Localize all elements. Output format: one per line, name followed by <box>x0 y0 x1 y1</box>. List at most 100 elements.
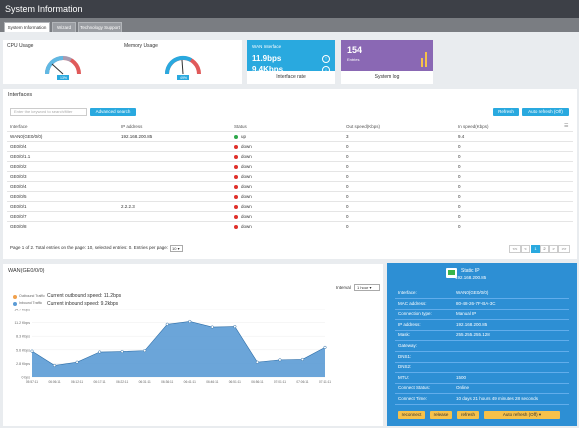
interface-rate-caption: Interface rate <box>247 71 335 84</box>
col-in-speed[interactable]: In speed(Kbps) <box>458 124 489 129</box>
pager-last[interactable]: >> <box>558 245 570 253</box>
status-text: down <box>241 174 252 179</box>
tab-technology-support[interactable]: Technology Support <box>78 22 122 32</box>
table-row[interactable]: WAN0(GE0/0/0) 192.168.200.85 up 3 9.4 <box>7 131 573 141</box>
field-label: MAC address: <box>398 300 427 306</box>
table-row[interactable]: GE0/0/4 down 0 0 <box>7 181 573 191</box>
status-text: down <box>241 204 252 209</box>
field-value: 1500 <box>456 374 467 380</box>
reconnect-button[interactable]: reconnect <box>398 411 425 419</box>
status-text: down <box>241 194 252 199</box>
table-row[interactable]: GE0/0/3 down 0 0 <box>7 171 573 181</box>
table-row[interactable]: GE0/0/4 down 0 0 <box>7 141 573 151</box>
table-row[interactable]: GE0/0/1.1 down 0 0 <box>7 151 573 161</box>
table-row[interactable]: GE0/0/2 down 0 0 <box>7 161 573 171</box>
in-cell: 9.4 <box>458 134 465 139</box>
x-tick-label: 06:41:11 <box>184 380 196 384</box>
status-text: down <box>241 154 252 159</box>
x-tick-label: 07:11:11 <box>319 380 331 384</box>
iface-cell: GE0/0/4 <box>10 144 27 149</box>
data-point <box>188 319 192 324</box>
advanced-search-button[interactable]: Advanced search <box>90 108 136 116</box>
in-cell: 0 <box>458 164 461 169</box>
wan-auto-refresh-button[interactable]: Auto refresh (Off) ▾ <box>484 411 560 419</box>
connection-ip: 192.168.200.85 <box>455 275 487 280</box>
system-log-card[interactable]: 154 Entries <box>341 40 433 71</box>
cpu-gauge <box>44 55 81 80</box>
field-label: DNS2: <box>398 364 412 370</box>
entries-per-page-select[interactable]: 10 ▾ <box>170 245 183 252</box>
wan-details-panel: Static IP 192.168.200.85 Interface: WAN0(… <box>387 263 577 426</box>
pager-page-1[interactable]: 1 <box>531 245 540 253</box>
field-value: Online <box>456 385 470 391</box>
table-row[interactable]: GE0/0/1 2.2.2.3 down 0 0 <box>7 201 573 211</box>
interval-value: 1 hour <box>357 285 369 290</box>
field-value: 192.168.200.85 <box>456 321 488 327</box>
column-settings-icon[interactable]: ☰ <box>564 123 569 129</box>
status-cell: down <box>234 214 252 219</box>
outbound-legend-name: Outbound Traffic <box>19 294 45 298</box>
x-tick-label: 06:17:11 <box>94 380 106 384</box>
wan-inbound-rate: 9.4Kbps <box>252 65 284 74</box>
field-label: Connection type: <box>398 311 432 317</box>
pager-prev[interactable]: < <box>521 245 530 253</box>
col-interface[interactable]: Interface <box>10 124 28 129</box>
ip-cell: 2.2.2.3 <box>121 204 135 209</box>
out-cell: 0 <box>346 194 349 199</box>
table-row[interactable]: GE0/0/8 down 0 0 <box>7 221 573 231</box>
log-bar-icon <box>421 58 423 67</box>
table-row[interactable]: GE0/0/5 down 0 0 <box>7 191 573 201</box>
refresh-button[interactable]: Refresh <box>493 108 519 116</box>
tab-system-information[interactable]: System Information <box>4 22 50 32</box>
status-text: down <box>241 144 252 149</box>
interfaces-panel: Interfaces Enter the keyword to search/f… <box>3 89 577 259</box>
field-label: Interface: <box>398 290 417 295</box>
status-cell: down <box>234 174 252 179</box>
data-point <box>143 349 147 353</box>
x-tick-label: 07:06:11 <box>296 380 308 384</box>
col-status[interactable]: Status <box>234 124 247 129</box>
interface-search-input[interactable]: Enter the keyword to search/filter <box>10 108 87 116</box>
col-ip-address[interactable]: IP address <box>121 124 143 129</box>
y-tick-label: 14.7 Kbps <box>14 309 30 312</box>
col-out-speed[interactable]: Out speed(Kbps) <box>346 124 381 129</box>
out-cell: 0 <box>346 164 349 169</box>
pager-next[interactable]: > <box>549 245 558 253</box>
status-text: down <box>241 224 252 229</box>
field-divider <box>395 298 569 299</box>
data-point <box>98 350 102 354</box>
tab-wizard[interactable]: Wizard <box>52 22 76 32</box>
status-cell: down <box>234 204 252 209</box>
field-label: DNS1: <box>398 353 412 359</box>
interval-select[interactable]: 1 hour ▾ <box>354 284 380 291</box>
data-point <box>120 350 124 354</box>
data-point <box>233 325 237 329</box>
release-button[interactable]: release <box>430 411 452 419</box>
field-divider <box>395 361 569 363</box>
interval-label: Interval <box>336 285 351 290</box>
status-text: down <box>241 214 252 219</box>
inbound-legend-name: Inbound Traffic <box>19 301 43 305</box>
tab-bar: System Information Wizard Technology Sup… <box>0 18 579 32</box>
data-point <box>75 360 79 364</box>
pager-page-2[interactable]: 2 <box>540 245 549 253</box>
memory-usage-title: Memory Usage <box>124 43 158 49</box>
monitor-icon <box>446 268 457 278</box>
pager-first[interactable]: << <box>509 245 521 253</box>
x-tick-label: 05:57:11 <box>26 380 38 384</box>
table-row[interactable]: GE0/0/7 down 0 0 <box>7 211 573 221</box>
iface-cell: GE0/0/3 <box>10 174 27 179</box>
x-tick-label: 06:46:11 <box>206 380 218 384</box>
status-dot-icon <box>234 154 238 159</box>
y-tick-label: 5.6 Kbps <box>16 348 30 352</box>
x-tick-label: 06:36:11 <box>161 380 173 384</box>
status-text: up <box>241 134 247 139</box>
field-divider <box>395 382 569 384</box>
x-tick-label: 07:01:11 <box>274 380 286 384</box>
in-cell: 0 <box>458 154 461 159</box>
wan-auto-refresh-label: Auto refresh (Off) <box>502 412 538 417</box>
upload-arrow-icon: ↑ <box>322 55 330 63</box>
status-text: down <box>241 184 252 189</box>
wan-refresh-button[interactable]: refresh <box>457 411 479 419</box>
auto-refresh-button[interactable]: Auto refresh (Off) <box>522 108 569 116</box>
